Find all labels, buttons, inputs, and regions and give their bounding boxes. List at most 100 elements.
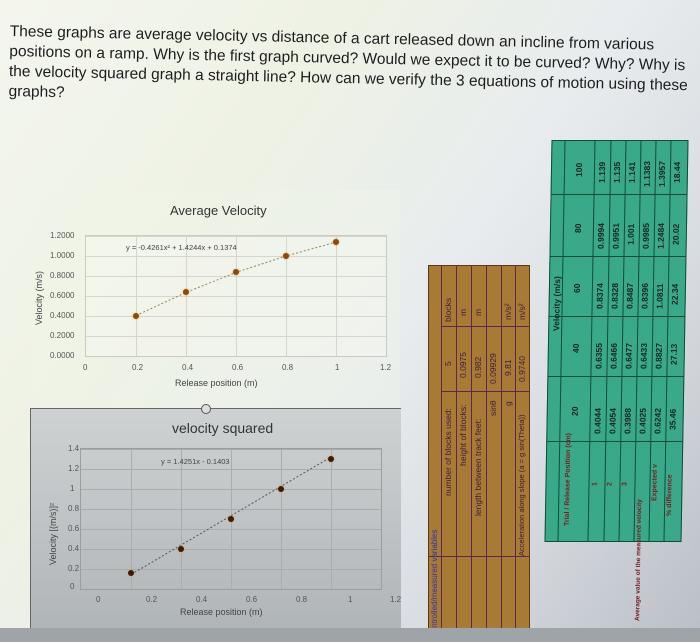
x-axis-label: Release position (m) [180, 607, 263, 617]
table-cell: 3 [621, 482, 629, 486]
axis-tick-label: 0.2 [68, 564, 80, 573]
grid-line [603, 141, 612, 541]
grid-line [331, 449, 332, 589]
data-point [128, 569, 134, 576]
monitor-bezel [0, 628, 700, 642]
table-cell: m/s² [517, 303, 527, 320]
plot-area: y = -0.4261x² + 1.4244x + 0.1374 [85, 235, 387, 357]
table-cell: 2 [606, 482, 614, 486]
table-cell: % difference [665, 474, 674, 516]
table-cell: g [503, 401, 513, 406]
data-point [228, 515, 234, 522]
grid-line [471, 266, 472, 641]
chart-title: Average Velocity [170, 203, 267, 218]
y-axis-label: Velocity (m/s) [34, 270, 44, 325]
data-point [328, 456, 334, 463]
table-cell: 35.46 [667, 408, 678, 430]
average-velocity-chart: Average Velocity y = -0.4261x² + 1.4244x… [30, 195, 400, 395]
grid-line [186, 236, 187, 356]
table-cell: 0.9985 [640, 223, 652, 249]
axis-tick-label: 0.8 [296, 595, 308, 604]
table-cell: 0.6355 [593, 343, 604, 369]
grid-line [281, 449, 282, 589]
table-cell: 0.9951 [610, 223, 622, 249]
table-cell: 0.8487 [624, 283, 636, 309]
question-text: These graphs are average velocity vs dis… [8, 22, 700, 116]
axis-tick-label: 0.2 [146, 595, 158, 604]
data-point [233, 269, 239, 276]
data-point [278, 486, 284, 493]
grid-line [286, 236, 287, 356]
table-cell: height of blocks: [458, 404, 468, 466]
axis-tick-label: 0.4000 [50, 311, 75, 320]
table-cell: Average value of the measured velocity [634, 499, 644, 621]
table-cell: Acceleration along slope (a = g sin(Thet… [517, 414, 526, 556]
grid-line [441, 326, 529, 327]
selected-chart-frame[interactable] [30, 404, 401, 641]
grid-line [136, 236, 137, 356]
axis-tick-label: 1.2 [380, 363, 392, 372]
y-axis-label: Velocity [(m/s)]² [48, 502, 58, 565]
table-cell: 0.6242 [652, 408, 663, 434]
table-cell: 0.9740 [517, 356, 527, 382]
table-cell: 0.4025 [637, 408, 648, 434]
axis-tick-label: 0.0000 [50, 351, 75, 360]
data-point [183, 289, 189, 296]
axis-tick-label: 1.0000 [50, 251, 75, 260]
table-cell: 60 [571, 283, 583, 293]
table-cell: 1.141 [626, 161, 638, 183]
table-cell: 1.2484 [655, 223, 667, 249]
axis-tick-label: 0.4 [68, 544, 80, 553]
table-title: Velocity (m/s) [551, 276, 563, 331]
grid-line [550, 256, 686, 257]
trendline [130, 456, 332, 575]
axis-tick-label: 1 [70, 484, 75, 493]
grid-line [441, 391, 529, 392]
table-cell: 0.8374 [594, 283, 606, 309]
axis-tick-label: 0.6 [232, 363, 244, 372]
table-title: Controlled/measured variables [430, 529, 439, 639]
plot-area: y = 1.4251x - 0.1403 [80, 448, 382, 590]
table-cell: 0.4054 [607, 408, 618, 434]
axis-tick-label: 0.6000 [50, 291, 75, 300]
grid-line [515, 266, 516, 641]
trendline [135, 241, 337, 317]
table-cell: 0.09929 [488, 353, 498, 384]
grid-line [131, 449, 132, 589]
data-point [283, 253, 289, 260]
grid-line [441, 266, 442, 641]
table-cell: 0.8396 [639, 283, 651, 309]
data-point [333, 239, 339, 246]
table-cell: 0.4044 [592, 408, 603, 434]
table-cell: m [458, 308, 468, 316]
velocity-squared-chart[interactable]: velocity squared y = 1.4251x - 0.1403 1.… [30, 410, 402, 630]
trendline-equation: y = -0.4261x² + 1.4244x + 0.1374 [126, 243, 237, 252]
table-cell: 22.34 [669, 283, 680, 305]
table-cell: m/s² [503, 303, 513, 320]
table-cell: 20 [569, 406, 580, 416]
controlled-variables-table: Controlled/measured variables blocks m m… [428, 265, 530, 642]
table-cell: 1.1383 [641, 161, 653, 187]
axis-tick-label: 1 [335, 363, 340, 372]
table-cell: 27.13 [668, 343, 679, 365]
table-cell: 9.81 [503, 359, 513, 376]
velocity-table: Velocity (m/s) 100 80 60 40 20 Trial / R… [544, 140, 689, 621]
grid-line [456, 266, 457, 641]
axis-tick-label: 1 [348, 595, 353, 604]
table-cell: 0.6466 [608, 343, 619, 369]
table-cell: 1.0811 [654, 283, 666, 309]
chart-title: velocity squared [172, 420, 274, 436]
table-cell: 0.8827 [653, 343, 664, 369]
axis-tick-label: 1.2 [390, 595, 402, 604]
table-cell: 20.02 [670, 223, 682, 245]
grid-line [549, 316, 685, 317]
grid-line [633, 141, 642, 541]
grid-line [548, 376, 684, 377]
grid-line [587, 141, 596, 541]
table-cell: 1.3957 [656, 161, 668, 187]
table-cell: 40 [570, 343, 581, 353]
table-cell: 1.139 [596, 161, 608, 183]
grid-line [486, 266, 487, 641]
table-cell: 0.8328 [609, 283, 621, 309]
resize-handle[interactable] [201, 404, 211, 414]
